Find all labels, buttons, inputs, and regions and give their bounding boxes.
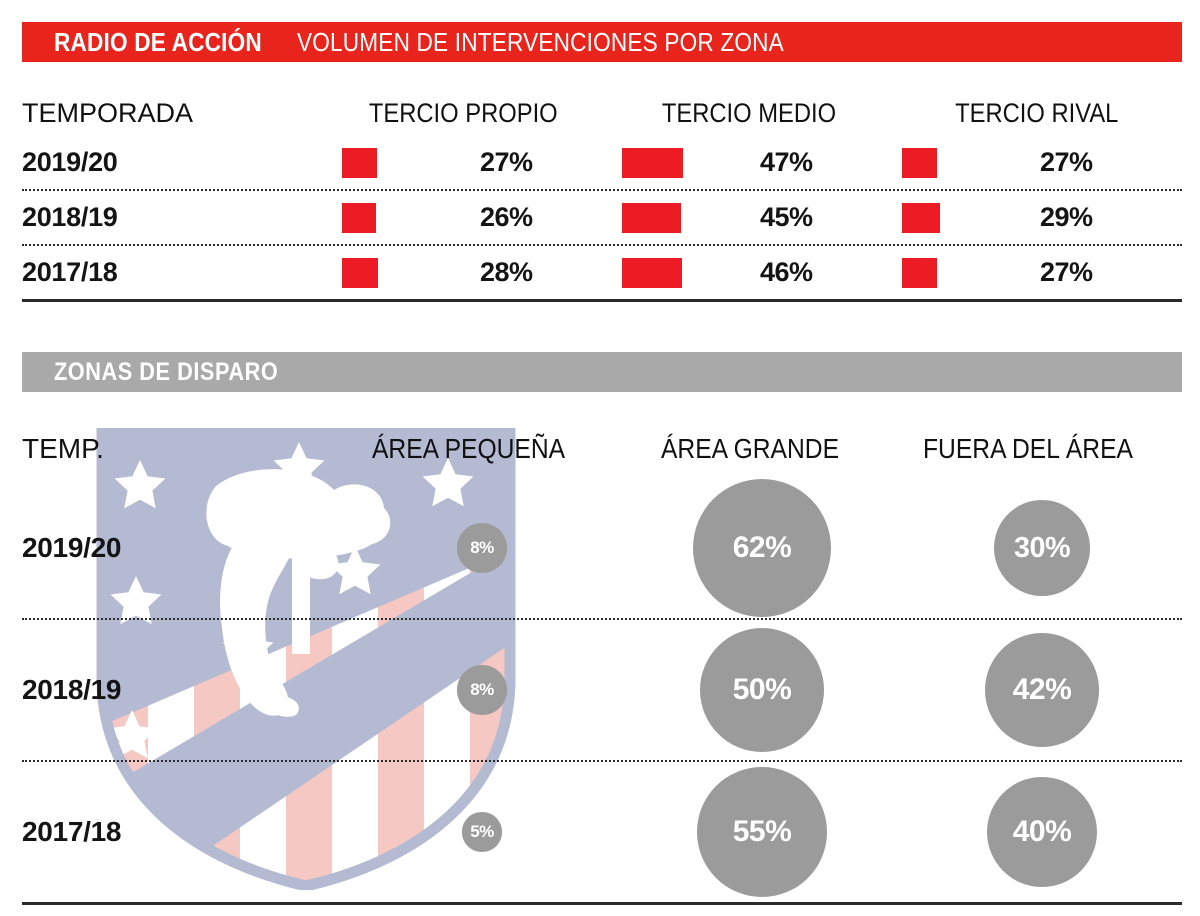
bar-track: [342, 202, 480, 233]
cell-area-pequena: 8%: [342, 523, 622, 573]
table-row: 2019/20 8% 62% 30%: [22, 478, 1182, 620]
bar-track: [622, 202, 760, 233]
table-row: 2017/18 28% 46% 27%: [22, 246, 1182, 299]
cell-tercio-medio: 46%: [622, 257, 902, 288]
value-bubble: 50%: [700, 628, 824, 752]
value-bar: [342, 202, 376, 233]
table1-header-row: TEMPORADA TERCIO PROPIO TERCIO MEDIO TER…: [22, 90, 1182, 136]
cell-tercio-propio: 26%: [342, 202, 622, 233]
cell-tercio-medio: 47%: [622, 147, 902, 178]
value-bubble: 42%: [985, 633, 1099, 747]
table-zonas-de-disparo: TEMP. ÁREA PEQUEÑA ÁREA GRANDE FUERA DEL…: [22, 420, 1182, 905]
value-label: 27%: [480, 147, 533, 177]
cell-tercio-rival: 29%: [902, 202, 1182, 233]
table-radio-de-accion: TEMPORADA TERCIO PROPIO TERCIO MEDIO TER…: [22, 90, 1182, 302]
cell-tercio-rival: 27%: [902, 147, 1182, 178]
column-header-tercio-propio: TERCIO PROPIO: [368, 97, 558, 128]
value-label: 26%: [480, 202, 533, 232]
cell-tercio-medio: 45%: [622, 202, 902, 233]
cell-area-grande: 50%: [622, 628, 902, 752]
banner-title-light: VOLUMEN DE INTERVENCIONES POR ZONA: [296, 27, 784, 57]
column-header-temporada: TEMPORADA: [22, 97, 194, 128]
banner-title-strong: ZONAS DE DISPARO: [54, 357, 279, 386]
value-label: 28%: [480, 257, 533, 287]
row-season-label: 2017/18: [22, 257, 118, 287]
table1-bottom-rule: [22, 299, 1182, 302]
value-bar: [622, 147, 684, 178]
value-label: 27%: [1040, 257, 1093, 287]
value-bubble: 62%: [693, 479, 831, 617]
cell-fuera-del-area: 30%: [902, 500, 1182, 596]
bar-track: [342, 147, 480, 178]
bar-track: [902, 147, 1040, 178]
bar-track: [622, 257, 760, 288]
cell-tercio-propio: 27%: [342, 147, 622, 178]
value-bubble: 30%: [994, 500, 1090, 596]
value-bar: [342, 147, 378, 178]
value-label: 46%: [760, 257, 813, 287]
value-label: 27%: [1040, 147, 1093, 177]
row-season-label: 2019/20: [22, 147, 118, 177]
cell-tercio-rival: 27%: [902, 257, 1182, 288]
value-bar: [902, 202, 940, 233]
value-bar: [342, 257, 379, 288]
value-bar: [902, 257, 938, 288]
column-header-tercio-rival: TERCIO RIVAL: [955, 97, 1119, 128]
bar-track: [622, 147, 760, 178]
bar-track: [902, 202, 1040, 233]
table-row: 2018/19 8% 50% 42%: [22, 620, 1182, 762]
cell-area-grande: 55%: [622, 767, 902, 897]
value-bubble: 5%: [462, 812, 502, 852]
value-bubble: 40%: [986, 776, 1098, 888]
value-bar: [622, 257, 682, 288]
value-label: 47%: [760, 147, 813, 177]
value-label: 45%: [760, 202, 813, 232]
value-bubble: 55%: [697, 767, 827, 897]
value-label: 29%: [1040, 202, 1093, 232]
cell-fuera-del-area: 42%: [902, 633, 1182, 747]
cell-area-grande: 62%: [622, 479, 902, 617]
section-banner-radio-de-accion: RADIO DE ACCIÓN VOLUMEN DE INTERVENCIONE…: [22, 22, 1182, 62]
value-bar: [902, 147, 938, 178]
cell-tercio-propio: 28%: [342, 257, 622, 288]
cell-fuera-del-area: 40%: [902, 776, 1182, 888]
table-row: 2018/19 26% 45% 29%: [22, 191, 1182, 246]
row-season-label: 2017/18: [22, 816, 122, 847]
column-header-area-grande: ÁREA GRANDE: [660, 433, 839, 464]
column-header-tercio-medio: TERCIO MEDIO: [661, 97, 837, 128]
row-season-label: 2018/19: [22, 202, 118, 232]
table-row: 2019/20 27% 47% 27%: [22, 136, 1182, 191]
value-bar: [622, 202, 681, 233]
column-header-area-pequena: ÁREA PEQUEÑA: [372, 433, 566, 464]
bar-track: [902, 257, 1040, 288]
table-row: 2017/18 5% 55% 40%: [22, 762, 1182, 902]
column-header-temp: TEMP.: [22, 433, 104, 464]
cell-area-pequena: 8%: [342, 665, 622, 715]
table2-header-row: TEMP. ÁREA PEQUEÑA ÁREA GRANDE FUERA DEL…: [22, 420, 1182, 478]
section-banner-zonas-de-disparo: ZONAS DE DISPARO: [22, 352, 1182, 392]
column-header-fuera-del-area: FUERA DEL ÁREA: [922, 433, 1133, 464]
banner-title-strong: RADIO DE ACCIÓN: [54, 27, 262, 57]
bar-track: [342, 257, 480, 288]
value-bubble: 8%: [457, 523, 507, 573]
row-season-label: 2019/20: [22, 532, 122, 563]
table2-bottom-rule: [22, 902, 1182, 905]
cell-area-pequena: 5%: [342, 812, 622, 852]
row-season-label: 2018/19: [22, 674, 122, 705]
value-bubble: 8%: [457, 665, 507, 715]
